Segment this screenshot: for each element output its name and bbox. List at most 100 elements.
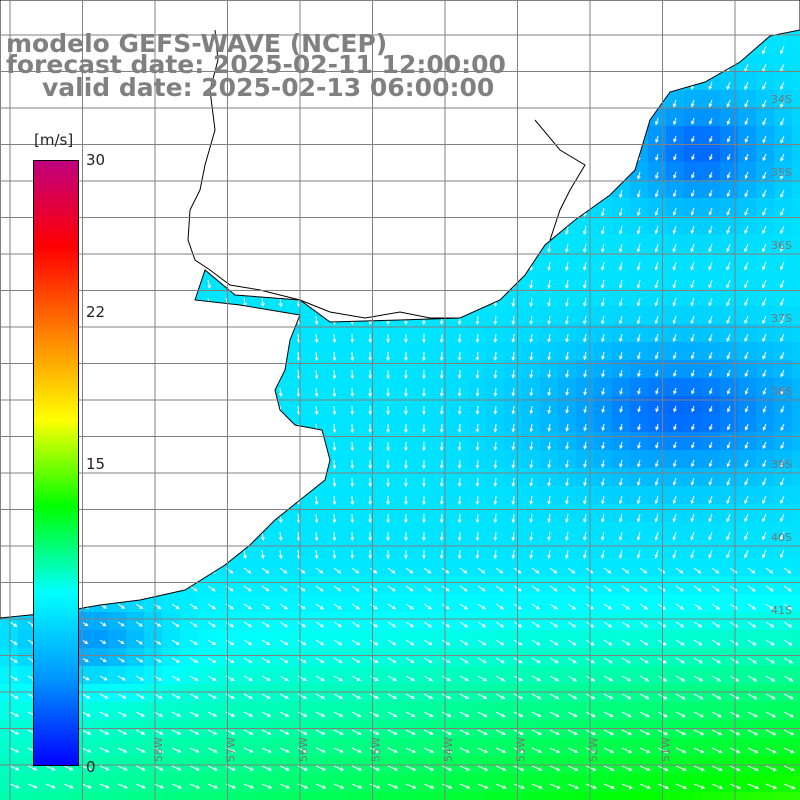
wind-cell [468,684,487,703]
wind-cell [396,342,415,361]
wind-arrow [690,225,695,235]
wind-cell [648,612,667,631]
wind-arrow [637,369,641,378]
wind-arrow [333,675,343,681]
wind-cell [792,72,800,91]
wind-arrow [99,747,110,753]
wind-arrow [369,639,379,646]
wind-cell [450,630,469,649]
wind-cell [486,720,505,739]
wind-arrow [729,657,739,664]
wind-arrow [441,783,453,789]
wind-cell [702,594,721,613]
wind-arrow [765,657,775,664]
wind-cell [558,684,577,703]
wind-arrow [477,765,489,771]
wind-arrow [421,351,426,362]
wind-cell [162,684,181,703]
wind-arrow [654,189,659,198]
wind-cell [612,198,631,217]
wind-arrow [531,585,540,592]
wind-arrow [673,117,677,126]
wind-cell [216,702,235,721]
wind-arrow [351,729,362,735]
wind-arrow [386,495,390,506]
wind-cell [378,324,397,343]
wind-cell [558,324,577,343]
wind-cell [360,666,379,685]
wind-cell [774,162,793,181]
wind-cell [648,792,667,800]
wind-arrow [405,711,416,717]
wind-arrow [693,657,704,664]
wind-cell [648,504,667,523]
wind-cell [486,414,505,433]
wind-arrow [117,747,128,753]
wind-cell [522,396,541,415]
wind-cell [594,288,613,307]
wind-arrow [567,693,578,700]
wind-arrow [99,765,110,771]
wind-cell [342,720,361,739]
wind-cell [720,342,739,361]
wind-cell [306,360,325,379]
wind-cell [648,144,667,163]
wind-cell [324,792,343,800]
wind-cell [720,108,739,127]
wind-cell [378,648,397,667]
wind-arrow [765,729,777,736]
wind-cell [684,702,703,721]
wind-arrow [332,477,337,488]
wind-arrow [639,693,650,700]
wind-arrow [405,639,415,646]
wind-arrow [547,549,551,560]
wind-cell [288,702,307,721]
wind-arrow [655,423,659,431]
wind-arrow [278,531,283,542]
wind-cell [522,414,541,433]
wind-cell [486,666,505,685]
wind-cell [396,432,415,451]
wind-arrow [603,621,613,628]
wind-cell [666,126,685,145]
wind-cell [738,666,757,685]
wind-arrow [780,387,785,396]
wind-arrow [637,171,641,180]
wind-cell [468,486,487,505]
wind-arrow [709,387,713,395]
lon-label: 57W [225,737,238,762]
wind-arrow [477,639,487,646]
lat-label: 36S [771,239,792,252]
wind-cell [774,378,793,397]
wind-cell [0,648,19,667]
wind-cell [216,666,235,685]
wind-arrow [477,747,489,753]
wind-arrow [279,729,290,735]
wind-cell [666,270,685,289]
wind-arrow [493,315,498,326]
wind-cell [486,774,505,793]
wind-cell [558,774,577,793]
wind-arrow [675,747,687,754]
wind-cell [342,522,361,541]
wind-arrow [495,711,506,717]
wind-cell [540,486,559,505]
wind-arrow [783,765,795,772]
wind-cell [774,666,793,685]
wind-arrow [729,639,739,646]
wind-cell [414,414,433,433]
wind-cell [666,396,685,415]
wind-cell [180,738,199,757]
wind-arrow [387,639,397,646]
wind-cell [702,738,721,757]
wind-arrow [655,117,659,126]
wind-cell [684,378,703,397]
wind-arrow [350,441,355,452]
wind-cell [594,522,613,541]
wind-cell [396,450,415,469]
wind-arrow [708,315,713,325]
wind-cell [90,738,109,757]
wind-arrow [457,549,462,560]
wind-cell [432,504,451,523]
